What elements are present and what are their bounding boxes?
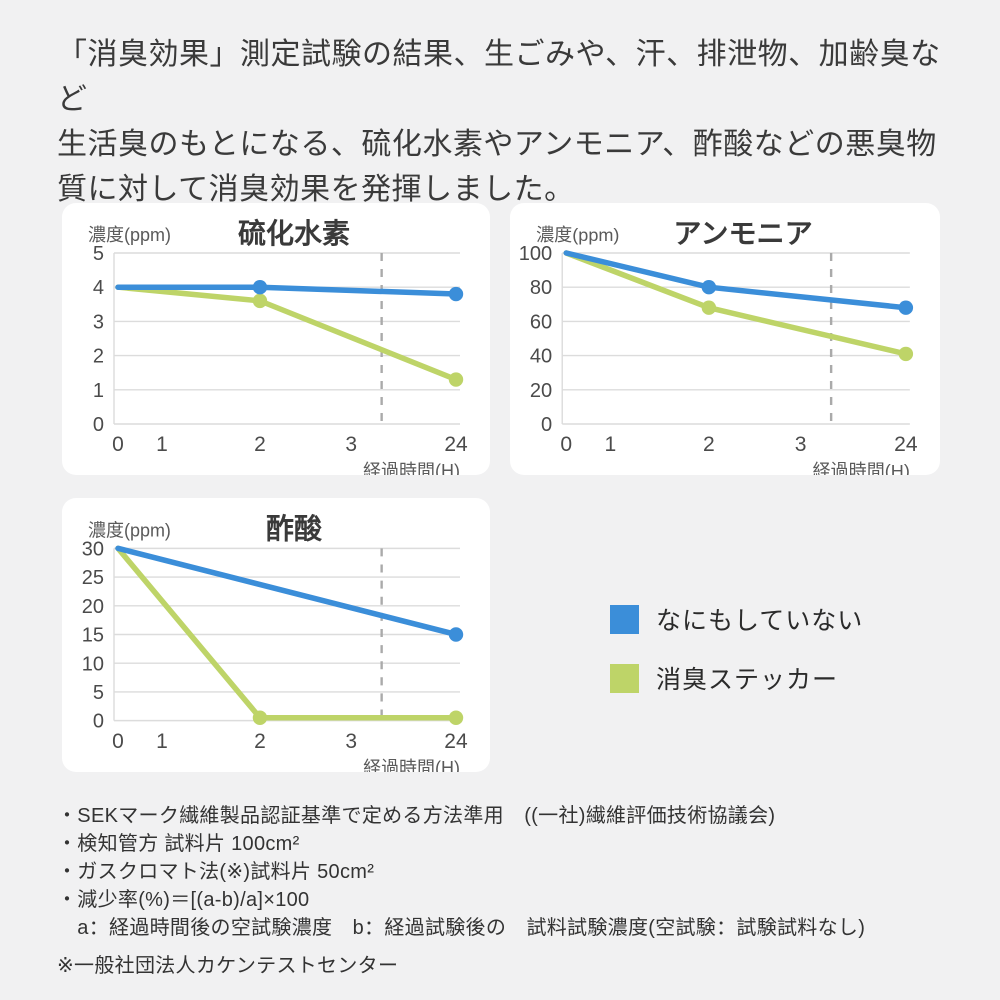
y-tick-label: 5 xyxy=(93,243,104,265)
footnotes: ・SEKマーク繊維製品認証基準で定める方法準用 ((一社)繊維評価技術協議会) … xyxy=(57,802,957,980)
data-point-green xyxy=(252,293,268,309)
chart-card-ammonia: 0 20 40 60 80 100 0 1 2 3 24 濃度(ppm) アンモニア経過時間(H) xyxy=(510,203,940,475)
x-tick-label: 0 xyxy=(112,730,124,753)
x-tick-label: 2 xyxy=(254,433,266,456)
series-line-blue xyxy=(563,250,909,311)
footnote-line: ・検知管方 試料片 100cm² xyxy=(57,833,300,855)
x-axis-label: 経過時間(H) xyxy=(812,461,909,475)
y-tick-label: 1 xyxy=(93,380,104,402)
y-tick-label: 20 xyxy=(530,380,552,402)
data-point-blue xyxy=(448,627,464,642)
y-tick-label: 0 xyxy=(93,414,104,436)
chart-card-acetic-acid: 0 5 10 15 20 25 30 0 1 2 3 24 濃度(ppm) 酢酸経過時間(H) xyxy=(62,498,490,772)
data-point-green xyxy=(448,710,464,726)
x-tick-label: 1 xyxy=(156,730,168,753)
y-tick-label: 25 xyxy=(82,567,104,589)
y-tick-label: 20 xyxy=(82,596,104,618)
data-point-green xyxy=(448,372,464,387)
data-point-blue xyxy=(898,300,914,315)
series-line-blue xyxy=(115,545,459,638)
y-tick-label: 10 xyxy=(82,653,104,675)
x-tick-label: 24 xyxy=(444,730,468,753)
intro-line-1: 「消臭効果」測定試験の結果、生ごみや、汗、排泄物、加齢臭など xyxy=(57,38,941,116)
y-tick-label: 15 xyxy=(82,624,104,646)
footnote-line: ・ガスクロマト法(※)試料片 50cm² xyxy=(57,861,375,883)
footnote-line: ・SEKマーク繊維製品認証基準で定める方法準用 ((一社)繊維評価技術協議会) xyxy=(57,805,776,827)
x-tick-label: 24 xyxy=(444,433,468,456)
y-tick-label: 60 xyxy=(530,311,552,333)
data-point-blue xyxy=(701,280,717,295)
y-tick-label: 80 xyxy=(530,277,552,299)
chart-card-hydrogen-sulfide: 0 1 2 3 4 5 0 1 2 3 24 濃度(ppm) 硫化水素経過時間(H) xyxy=(62,203,490,475)
chart-title: 硫化水素 xyxy=(238,217,350,249)
data-point-blue xyxy=(252,280,268,295)
chart-title: アンモニア xyxy=(673,218,812,249)
legend-swatch-blue xyxy=(610,604,639,634)
data-point-green xyxy=(898,346,914,362)
x-tick-label: 0 xyxy=(560,433,572,456)
y-tick-label: 3 xyxy=(93,311,104,333)
y-tick-label: 2 xyxy=(93,346,104,368)
legend-item-deodorizing-sticker: 消臭ステッカー xyxy=(610,660,863,696)
x-tick-label: 3 xyxy=(795,433,807,456)
y-axis-unit-label: 濃度(ppm) xyxy=(88,225,171,245)
intro-line-3: 質に対して消臭効果を発揮しました。 xyxy=(57,173,575,206)
x-tick-label: 3 xyxy=(345,433,357,456)
intro-paragraph: 「消臭効果」測定試験の結果、生ごみや、汗、排泄物、加齢臭など 生活臭のもとになる… xyxy=(57,32,957,212)
x-tick-label: 1 xyxy=(156,433,168,456)
y-tick-label: 30 xyxy=(82,538,104,560)
x-tick-label: 2 xyxy=(254,730,266,753)
y-tick-label: 0 xyxy=(541,414,552,436)
x-axis-label: 経過時間(H) xyxy=(363,758,460,772)
y-tick-label: 40 xyxy=(530,346,552,368)
y-tick-label: 100 xyxy=(519,243,552,265)
footnote-line: a：経過時間後の空試験濃度 b：経過試験後の 試料試験濃度(空試験：試験試料なし… xyxy=(57,917,866,939)
data-point-green xyxy=(701,300,717,315)
x-tick-label: 0 xyxy=(112,433,124,456)
legend: なにもしていない 消臭ステッカー xyxy=(610,601,863,719)
data-point-blue xyxy=(448,286,464,302)
x-tick-label: 24 xyxy=(894,433,918,456)
y-tick-label: 0 xyxy=(93,711,104,733)
x-tick-label: 1 xyxy=(605,433,617,456)
data-point-green xyxy=(252,710,268,726)
legend-label-untreated: なにもしていない xyxy=(656,607,864,635)
legend-item-untreated: なにもしていない xyxy=(610,601,863,637)
x-tick-label: 2 xyxy=(703,433,715,456)
y-tick-label: 4 xyxy=(93,277,104,299)
x-tick-label: 3 xyxy=(345,730,357,753)
legend-swatch-green xyxy=(610,663,639,693)
intro-line-2: 生活臭のもとになる、硫化水素やアンモニア、酢酸などの悪臭物 xyxy=(57,128,937,161)
x-axis-label: 経過時間(H) xyxy=(363,461,460,475)
chart-title: 酢酸 xyxy=(266,513,323,544)
series-line-green xyxy=(115,284,459,383)
y-axis-unit-label: 濃度(ppm) xyxy=(536,225,619,245)
legend-label-deodorizing-sticker: 消臭ステッカー xyxy=(656,666,839,694)
y-tick-label: 5 xyxy=(93,682,104,704)
source-note: ※一般社団法人カケンテストセンター xyxy=(57,955,399,977)
footnote-line: ・減少率(%)＝[(a-b)/a]×100 xyxy=(57,889,310,911)
y-axis-unit-label: 濃度(ppm) xyxy=(88,520,171,540)
